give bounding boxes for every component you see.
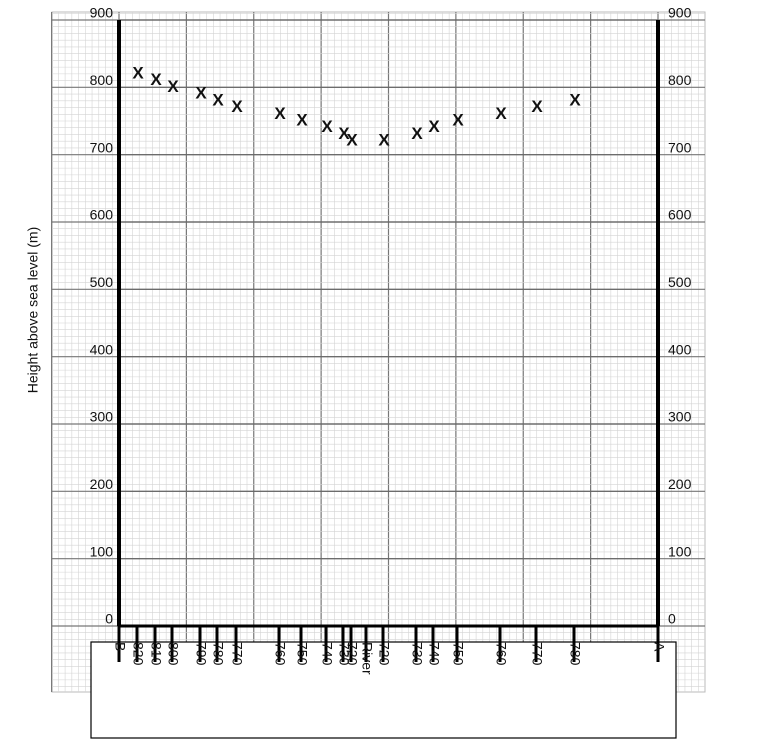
- y-axis-label: Height above sea level (m): [25, 227, 41, 394]
- x-tick-label: 750: [450, 642, 466, 666]
- y2-tick-label: 600: [668, 207, 692, 223]
- y-tick-label: 300: [90, 409, 114, 425]
- x-tick-label: A: [651, 642, 667, 652]
- point-marker: X: [531, 97, 543, 116]
- x-tick-label: 750: [294, 642, 310, 666]
- point-marker: X: [428, 117, 440, 136]
- point-marker: X: [195, 84, 207, 103]
- x-tick-label: 790: [193, 642, 209, 666]
- x-tick-label: 760: [493, 642, 509, 666]
- x-tick-label: 770: [229, 642, 245, 666]
- y-tick-label: 400: [90, 341, 114, 357]
- x-tick-label: 810: [148, 642, 164, 666]
- point-marker: X: [495, 104, 507, 123]
- y-tick-label: 500: [90, 274, 114, 290]
- point-marker: X: [231, 97, 243, 116]
- point-marker: X: [569, 90, 581, 109]
- y2-tick-label: 300: [668, 409, 692, 425]
- y-tick-label: 900: [90, 5, 114, 21]
- x-tick-label: 730: [336, 642, 352, 666]
- x-tick-label: B: [112, 642, 128, 651]
- point-marker: X: [378, 131, 390, 150]
- point-marker: X: [346, 131, 358, 150]
- x-tick-label: 800: [165, 642, 181, 666]
- y2-tick-label: 0: [668, 611, 676, 627]
- point-marker: X: [452, 110, 464, 129]
- point-marker: X: [274, 104, 286, 123]
- y-tick-label: 600: [90, 207, 114, 223]
- x-tick-label: 770: [529, 642, 545, 666]
- x-tick-label: 740: [426, 642, 442, 666]
- point-marker: X: [296, 110, 308, 129]
- y2-tick-label: 200: [668, 476, 692, 492]
- y-tick-label: 800: [90, 72, 114, 88]
- x-tick-label: 780: [210, 642, 226, 666]
- y-tick-label: 100: [90, 543, 114, 559]
- x-tick-label: 760: [272, 642, 288, 666]
- point-marker: X: [150, 70, 162, 89]
- x-tick-label: 720: [376, 642, 392, 666]
- y2-tick-label: 700: [668, 139, 692, 155]
- graph-paper: [51, 11, 706, 693]
- point-marker: X: [338, 124, 350, 143]
- point-marker: X: [321, 117, 333, 136]
- y-tick-label: 700: [90, 139, 114, 155]
- y2-tick-label: 400: [668, 341, 692, 357]
- point-marker: X: [212, 90, 224, 109]
- point-marker: X: [132, 63, 144, 82]
- y-tick-label: 200: [90, 476, 114, 492]
- y-tick-label: 0: [105, 611, 113, 627]
- x-tick-label: 720: [344, 642, 360, 666]
- x-tick-label: 780: [567, 642, 583, 666]
- point-marker: X: [411, 124, 423, 143]
- y2-tick-label: 500: [668, 274, 692, 290]
- x-tick-label: 730: [409, 642, 425, 666]
- x-tick-label: 820: [130, 642, 146, 666]
- y2-tick-label: 900: [668, 5, 692, 21]
- y2-tick-label: 800: [668, 72, 692, 88]
- point-marker: X: [167, 77, 179, 96]
- x-tick-label: 740: [319, 642, 335, 666]
- y2-tick-label: 100: [668, 543, 692, 559]
- x-tick-label: River: [359, 642, 375, 675]
